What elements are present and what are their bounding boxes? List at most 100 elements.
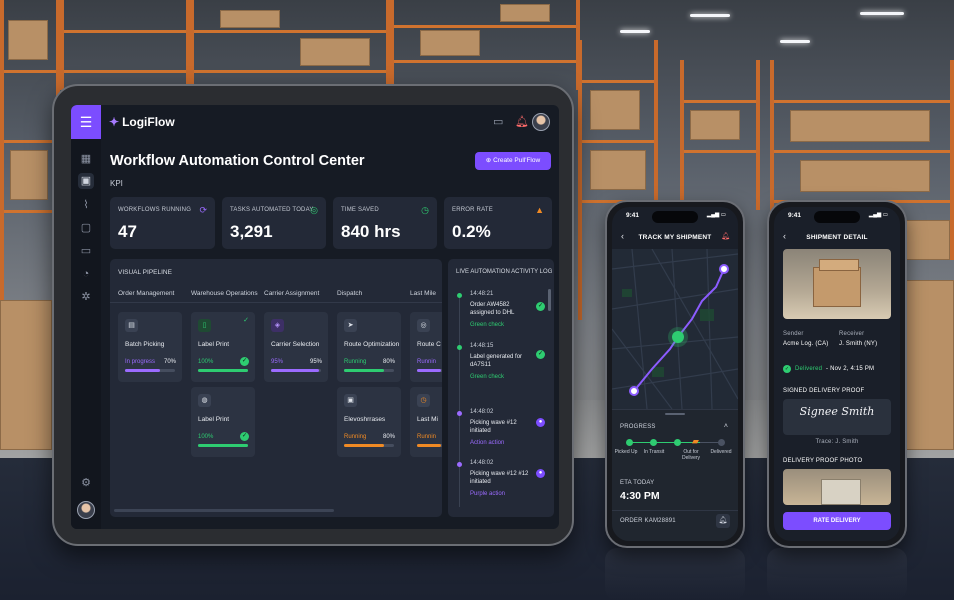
activity-time: 14:48:15 xyxy=(470,343,494,349)
proof-label: SIGNED DELIVERY PROOF xyxy=(783,388,865,394)
notification-bell-icon[interactable]: 🔔︎ xyxy=(515,116,529,128)
progress-fill xyxy=(344,369,384,372)
report-icon[interactable]: ◔ xyxy=(82,268,90,280)
task-card[interactable]: ➤ Route Optimization Running 80% xyxy=(337,312,401,382)
route-map[interactable] xyxy=(612,249,738,409)
delivered-date: - Nov 2, 4:15 PM xyxy=(826,366,875,372)
status-dot xyxy=(457,411,462,416)
check-circle-icon: ◎ xyxy=(310,205,318,215)
globe-icon: ◍ xyxy=(198,394,211,407)
app-logo[interactable]: ✦ LogiFlow xyxy=(109,115,175,129)
navigation-icon: ➤ xyxy=(344,319,357,332)
create-workflow-button[interactable]: ⊕ Create Pull'Flow xyxy=(475,152,551,170)
progress-bar xyxy=(198,369,248,372)
gear-icon[interactable]: ⚙ xyxy=(81,477,91,489)
kpi-card-time-saved[interactable]: TIME SAVED 840 hrs ◷ xyxy=(333,197,437,249)
back-chevron-icon[interactable]: ‹ xyxy=(621,231,624,241)
shelf-rack xyxy=(680,60,760,210)
progress-bar xyxy=(271,369,321,372)
step-dot-transit-2 xyxy=(674,439,681,446)
activity-title: LIVE AUTOMATION ACTIVITY LOG xyxy=(456,269,553,275)
activity-tag: Action action xyxy=(470,440,505,446)
kpi-card-workflows[interactable]: WORKFLOWS RUNNING 47 ⟳ xyxy=(110,197,215,249)
action-icon: ● xyxy=(536,418,545,427)
activity-tag: Green check xyxy=(470,374,505,380)
chat-icon[interactable]: ▭ xyxy=(493,116,504,128)
task-percent: 80% xyxy=(382,359,395,365)
task-status: 95% xyxy=(271,359,284,365)
task-card[interactable]: ◷ Last Mi Runnin xyxy=(410,387,442,457)
task-card[interactable]: ◍ Label Print 100% ✓ xyxy=(191,387,255,457)
settings-icon[interactable]: ✲ xyxy=(81,291,91,303)
status-dot xyxy=(457,345,462,350)
document-icon[interactable]: ▣ xyxy=(78,173,94,189)
task-card[interactable]: ▣ Elevoshrrases Running 80% xyxy=(337,387,401,457)
task-card[interactable]: ▯ ✓ Label Print 100% ✓ xyxy=(191,312,255,382)
inbox-icon[interactable]: ▢ xyxy=(80,222,92,234)
task-card[interactable]: ▤ Batch Picking In progress 70% xyxy=(118,312,182,382)
chevron-up-icon[interactable]: ˄ xyxy=(723,423,728,430)
step-dot-in-transit xyxy=(650,439,657,446)
package-photo xyxy=(783,249,891,319)
warning-icon: ▲ xyxy=(535,205,544,215)
task-name: Label Print xyxy=(198,341,230,348)
grid-icon[interactable]: ▦ xyxy=(80,153,92,165)
kpi-section-label: KPI xyxy=(110,179,123,188)
kpi-title: ERROR RATE xyxy=(452,207,493,213)
activity-text: Order AW4582 assigned to DHL xyxy=(470,302,515,316)
step-line-pending xyxy=(700,442,720,443)
step-label: In Transit xyxy=(643,449,665,455)
progress-fill xyxy=(198,369,248,372)
progress-bar xyxy=(125,369,175,372)
task-status: 100% xyxy=(198,359,214,365)
ceiling-light xyxy=(620,30,650,33)
task-card[interactable]: ◈ Carrier Selection 95% 95% xyxy=(264,312,328,382)
menu-button[interactable]: ☰ xyxy=(71,105,101,139)
back-chevron-icon[interactable]: ‹ xyxy=(783,231,786,241)
route-icon: ◎ xyxy=(417,319,430,332)
notification-bell-icon[interactable]: 🔔︎ xyxy=(721,233,730,240)
kpi-card-tasks[interactable]: TASKS AUTOMATED TODAY 3,291 ◎ xyxy=(222,197,326,249)
bell-icon: 🔔︎ xyxy=(718,517,728,524)
clock-icon: ◷ xyxy=(421,205,429,215)
progress-fill xyxy=(198,444,248,447)
status-time: 9:41 xyxy=(788,212,802,219)
notify-button[interactable]: 🔔︎ xyxy=(716,514,730,528)
delivery-photo[interactable] xyxy=(783,469,891,505)
task-status: 100% xyxy=(198,434,214,440)
task-card[interactable]: ◎ Route C Runnin xyxy=(410,312,442,382)
activity-tag: Green check xyxy=(470,322,505,328)
sheet-handle[interactable] xyxy=(665,413,685,415)
user-avatar[interactable] xyxy=(77,501,95,519)
task-name: Route Optimization xyxy=(344,341,400,348)
step-dot-delivered xyxy=(718,439,725,446)
check-circle-icon: ✓ xyxy=(783,365,791,373)
task-name: Batch Picking xyxy=(125,341,165,348)
activity-log-panel: LIVE AUTOMATION ACTIVITY LOG 14:48:21 Or… xyxy=(448,259,554,517)
activity-tag: Purple action xyxy=(470,491,506,497)
box-icon: ▣ xyxy=(344,394,357,407)
step-label: Out for Delivery xyxy=(681,449,701,461)
kpi-card-error-rate[interactable]: ERROR RATE 0.2% ▲ xyxy=(444,197,552,249)
kpi-value: 0.2% xyxy=(452,222,491,241)
progress-bar xyxy=(344,444,394,447)
signature: Signee Smith xyxy=(799,405,875,418)
horizontal-scrollbar[interactable] xyxy=(114,509,334,512)
rate-delivery-button[interactable]: RATE DELIVERY xyxy=(783,512,891,530)
folder-icon[interactable]: ▭ xyxy=(80,245,92,257)
step-dot-picked-up xyxy=(626,439,633,446)
analytics-icon[interactable]: ⌇ xyxy=(83,199,89,211)
profile-avatar[interactable] xyxy=(532,113,550,131)
visual-pipeline-panel: VISUAL PIPELINE Order Management Warehou… xyxy=(110,259,442,517)
activity-text: Label generated for dA7S11 xyxy=(470,354,523,368)
progress-fill xyxy=(417,369,441,372)
track-screen: 9:41 ▂▄▆ ▭ ‹ TRACK MY SHIPMENT 🔔︎ xyxy=(612,207,738,541)
task-percent: 80% xyxy=(382,434,395,440)
progress-label: PROGRESS xyxy=(620,424,656,430)
eta-value: 4:30 PM xyxy=(620,490,660,502)
refresh-icon: ⟳ xyxy=(199,205,207,215)
phone-notch xyxy=(814,211,860,223)
vertical-scrollbar[interactable] xyxy=(548,289,551,311)
step-line-done xyxy=(628,442,700,443)
eye-icon: ◈ xyxy=(271,319,284,332)
